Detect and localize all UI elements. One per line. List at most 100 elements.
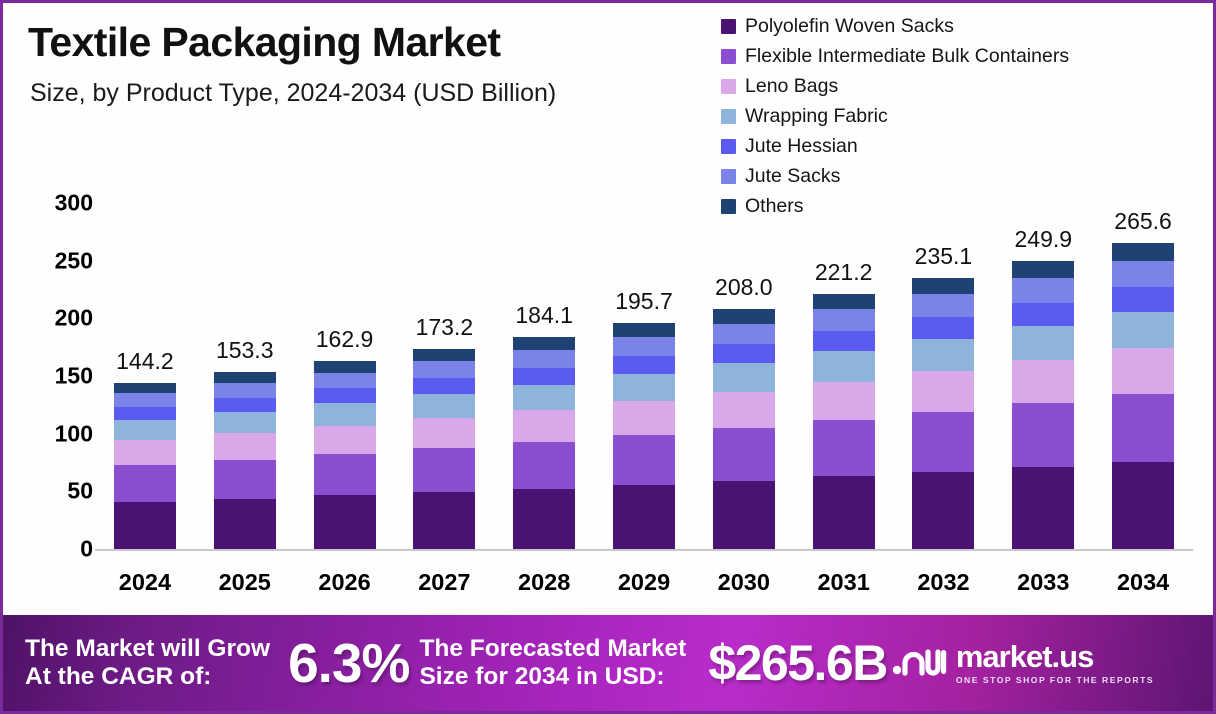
- bar-segment[interactable]: [113, 392, 176, 408]
- bar-segment[interactable]: [912, 471, 975, 549]
- bar-segment[interactable]: [1012, 466, 1075, 549]
- stacked-bar[interactable]: [613, 3, 675, 549]
- stacked-bar[interactable]: [812, 3, 875, 549]
- legend-item[interactable]: Polyolefin Woven Sacks: [721, 11, 1191, 41]
- bar-segment[interactable]: [613, 323, 675, 337]
- bar-segment[interactable]: [1012, 278, 1075, 303]
- bar-segment[interactable]: [613, 355, 675, 375]
- bar-segment[interactable]: [113, 465, 176, 502]
- bar-segment[interactable]: [613, 435, 675, 485]
- bar-segment[interactable]: [513, 336, 576, 350]
- bar-segment[interactable]: [1012, 260, 1075, 279]
- legend-item[interactable]: Leno Bags: [721, 71, 1191, 101]
- bar-segment[interactable]: [1012, 360, 1075, 404]
- bar-segment[interactable]: [912, 411, 975, 472]
- bar-segment[interactable]: [313, 454, 376, 496]
- market-us-logo[interactable]: market.us ONE STOP SHOP FOR THE REPORTS: [891, 641, 1154, 685]
- bar-segment[interactable]: [712, 391, 775, 428]
- bar-segment[interactable]: [513, 367, 576, 385]
- bar-segment[interactable]: [313, 425, 376, 455]
- bar-segment[interactable]: [413, 378, 476, 395]
- stacked-bar[interactable]: [213, 3, 276, 549]
- bar-segment[interactable]: [213, 459, 276, 499]
- bar-segment[interactable]: [413, 418, 476, 449]
- bar-segment[interactable]: [812, 309, 875, 331]
- bar-segment[interactable]: [213, 433, 276, 460]
- bar-segment[interactable]: [912, 277, 975, 294]
- bar-segment[interactable]: [1112, 242, 1175, 261]
- legend-item[interactable]: Wrapping Fabric: [721, 101, 1191, 131]
- bar-segment[interactable]: [413, 448, 476, 493]
- bar-segment[interactable]: [313, 361, 376, 373]
- bar-segment[interactable]: [712, 427, 775, 481]
- legend-item-label: Wrapping Fabric: [745, 104, 888, 127]
- bar-segment[interactable]: [313, 372, 376, 389]
- bar-segment[interactable]: [912, 338, 975, 372]
- stacked-bar[interactable]: [113, 3, 176, 549]
- bar-segment[interactable]: [1112, 261, 1175, 288]
- bar-segment[interactable]: [213, 412, 276, 434]
- bar-segment[interactable]: [1012, 302, 1075, 326]
- stacked-bar[interactable]: [912, 3, 975, 549]
- bar-segment[interactable]: [812, 381, 875, 421]
- bar-segment[interactable]: [613, 484, 675, 549]
- bar-segment[interactable]: [413, 349, 476, 362]
- legend-item[interactable]: Flexible Intermediate Bulk Containers: [721, 41, 1191, 71]
- bar-segment[interactable]: [1112, 394, 1175, 462]
- bar-segment[interactable]: [712, 323, 775, 344]
- bar-segment[interactable]: [812, 476, 875, 549]
- bar-segment[interactable]: [513, 349, 576, 368]
- bar-segment[interactable]: [912, 317, 975, 339]
- stacked-bar[interactable]: [313, 3, 376, 549]
- bar-value-label: 153.3: [215, 337, 274, 364]
- stacked-bar[interactable]: [413, 3, 476, 549]
- bar-segment[interactable]: [113, 420, 176, 441]
- bar-segment[interactable]: [513, 384, 576, 411]
- bar-segment[interactable]: [712, 309, 775, 324]
- bar-segment[interactable]: [812, 351, 875, 382]
- bar-segment[interactable]: [1112, 461, 1175, 549]
- bar-segment[interactable]: [812, 293, 875, 310]
- bar-segment[interactable]: [1112, 311, 1175, 349]
- bar-segment[interactable]: [912, 293, 975, 318]
- bar-segment[interactable]: [113, 407, 176, 421]
- bar-value-label: 144.2: [116, 347, 174, 374]
- x-axis-tick-label: 2025: [218, 569, 271, 595]
- bar-segment[interactable]: [812, 420, 875, 477]
- legend-item[interactable]: Jute Sacks: [721, 161, 1191, 191]
- bar-segment[interactable]: [313, 495, 376, 549]
- bar-segment[interactable]: [712, 343, 775, 364]
- stacked-bar[interactable]: [1012, 3, 1075, 549]
- bar-segment[interactable]: [213, 372, 276, 383]
- bar-segment[interactable]: [513, 410, 576, 442]
- bar-segment[interactable]: [613, 374, 675, 402]
- bar-segment[interactable]: [413, 394, 476, 419]
- bar-segment[interactable]: [613, 401, 675, 436]
- bar-segment[interactable]: [912, 371, 975, 412]
- bar-segment[interactable]: [712, 363, 775, 392]
- legend-item[interactable]: Jute Hessian: [721, 131, 1191, 161]
- bar-segment[interactable]: [413, 492, 476, 549]
- stacked-bar[interactable]: [513, 3, 576, 549]
- bar-segment[interactable]: [812, 330, 875, 352]
- bar-segment[interactable]: [1012, 403, 1075, 467]
- stacked-bar[interactable]: [712, 3, 775, 549]
- bar-segment[interactable]: [313, 403, 376, 426]
- stacked-bar[interactable]: [1112, 3, 1175, 549]
- bar-segment[interactable]: [1012, 325, 1075, 361]
- bar-segment[interactable]: [113, 382, 176, 393]
- bar-segment[interactable]: [513, 441, 576, 489]
- bar-segment[interactable]: [113, 501, 176, 549]
- bar-segment[interactable]: [113, 440, 176, 466]
- bar-segment[interactable]: [413, 361, 476, 379]
- bar-segment[interactable]: [1112, 348, 1175, 395]
- bar-segment[interactable]: [213, 498, 276, 549]
- bar-segment[interactable]: [712, 480, 775, 549]
- bar-segment[interactable]: [313, 388, 376, 404]
- bar-segment[interactable]: [213, 382, 276, 398]
- bar-segment[interactable]: [513, 488, 576, 549]
- bar-segment[interactable]: [613, 336, 675, 356]
- bar-segment[interactable]: [1112, 287, 1175, 312]
- bar-segment[interactable]: [213, 397, 276, 413]
- legend-item[interactable]: Others: [721, 191, 1191, 221]
